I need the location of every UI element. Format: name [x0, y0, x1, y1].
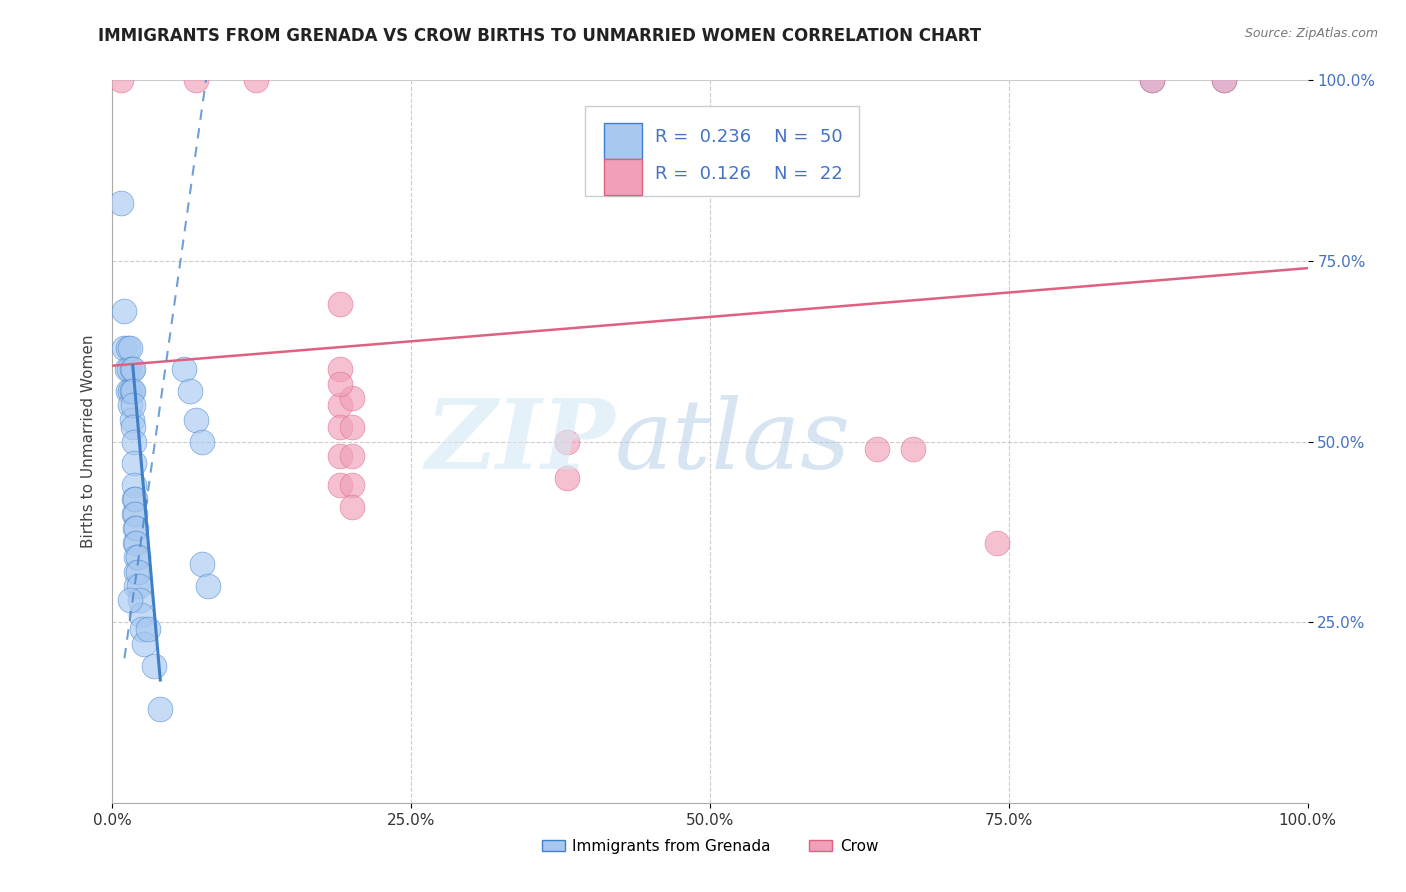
Point	[329, 449, 352, 463]
Point	[125, 550, 148, 565]
Point	[117, 384, 139, 398]
Point	[118, 362, 141, 376]
Legend: Immigrants from Grenada, Crow: Immigrants from Grenada, Crow	[536, 833, 884, 860]
Point	[197, 579, 219, 593]
Point	[122, 434, 145, 449]
Text: R =  0.126    N =  22: R = 0.126 N = 22	[655, 165, 842, 183]
Point	[1142, 73, 1164, 87]
Point	[127, 550, 149, 565]
Point	[124, 492, 146, 507]
Point	[131, 623, 153, 637]
Point	[121, 420, 143, 434]
FancyBboxPatch shape	[603, 160, 643, 195]
Text: R =  0.236    N =  50: R = 0.236 N = 50	[655, 128, 842, 146]
Point	[122, 456, 145, 470]
Point	[329, 398, 352, 412]
Point	[340, 500, 363, 514]
Point	[179, 384, 201, 398]
Point	[125, 565, 148, 579]
Point	[110, 196, 132, 211]
Point	[138, 623, 160, 637]
Point	[120, 341, 142, 355]
Text: atlas: atlas	[614, 394, 851, 489]
Point	[866, 442, 889, 456]
Point	[125, 535, 148, 549]
Point	[125, 521, 148, 535]
Point	[1213, 73, 1236, 87]
Text: Source: ZipAtlas.com: Source: ZipAtlas.com	[1244, 27, 1378, 40]
Point	[340, 449, 363, 463]
Y-axis label: Births to Unmarried Women: Births to Unmarried Women	[80, 334, 96, 549]
Point	[120, 398, 142, 412]
Point	[114, 341, 135, 355]
FancyBboxPatch shape	[585, 105, 859, 196]
Point	[129, 593, 152, 607]
Point	[329, 297, 352, 311]
Point	[186, 413, 208, 427]
Point	[132, 637, 155, 651]
Point	[191, 558, 214, 572]
Point	[1142, 73, 1164, 87]
Point	[329, 478, 352, 492]
Point	[117, 341, 139, 355]
Point	[127, 565, 149, 579]
Text: IMMIGRANTS FROM GRENADA VS CROW BIRTHS TO UNMARRIED WOMEN CORRELATION CHART: IMMIGRANTS FROM GRENADA VS CROW BIRTHS T…	[98, 27, 981, 45]
Point	[121, 362, 143, 376]
Point	[124, 507, 146, 521]
Point	[186, 73, 208, 87]
Point	[120, 593, 142, 607]
Point	[110, 73, 132, 87]
Point	[121, 362, 143, 376]
Point	[128, 579, 150, 593]
Point	[986, 535, 1008, 549]
Text: ZIP: ZIP	[425, 394, 614, 489]
Point	[121, 398, 143, 412]
Point	[555, 470, 578, 484]
Point	[115, 362, 138, 376]
Point	[340, 478, 363, 492]
Point	[340, 420, 363, 434]
Point	[1213, 73, 1236, 87]
Point	[114, 304, 135, 318]
Point	[122, 478, 145, 492]
Point	[903, 442, 925, 456]
Point	[121, 413, 143, 427]
Point	[121, 384, 143, 398]
FancyBboxPatch shape	[603, 123, 643, 159]
Point	[120, 384, 142, 398]
Point	[340, 391, 363, 405]
Point	[245, 73, 267, 87]
Point	[129, 607, 152, 622]
Point	[191, 434, 214, 449]
Point	[125, 579, 148, 593]
Point	[124, 521, 146, 535]
Point	[122, 492, 145, 507]
Point	[143, 658, 166, 673]
Point	[329, 362, 352, 376]
Point	[121, 384, 143, 398]
Point	[122, 507, 145, 521]
Point	[555, 434, 578, 449]
Point	[124, 535, 146, 549]
Point	[329, 420, 352, 434]
Point	[173, 362, 195, 376]
Point	[149, 702, 172, 716]
Point	[329, 376, 352, 391]
